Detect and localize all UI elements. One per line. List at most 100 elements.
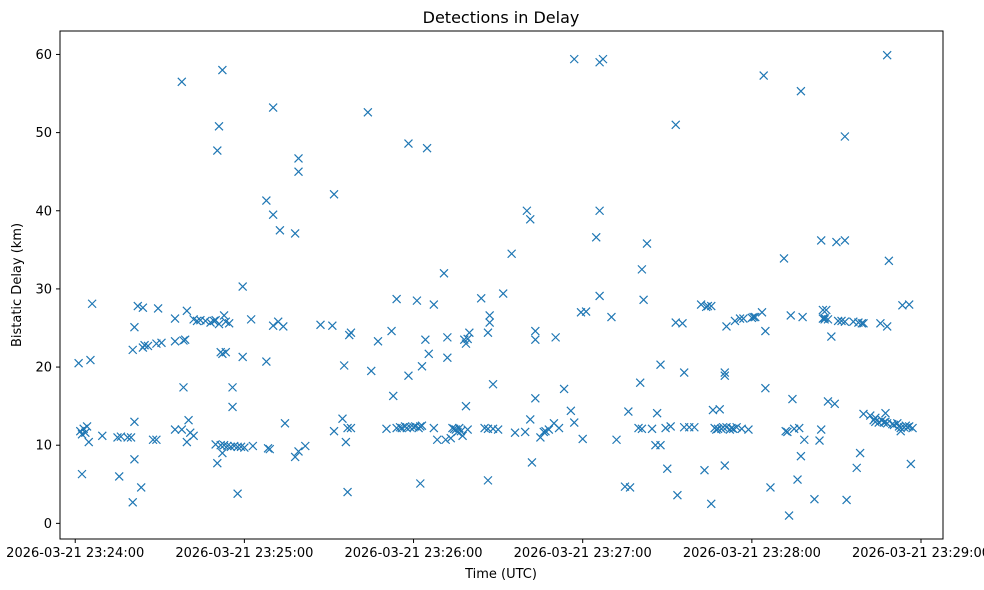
x-tick-label: 2026-03-21 23:26:00 [344, 546, 482, 561]
data-point [635, 378, 645, 388]
data-point [784, 511, 794, 520]
data-point [718, 422, 728, 432]
data-point [689, 422, 699, 432]
data-point [184, 415, 193, 425]
data-point [179, 336, 188, 345]
data-point [530, 335, 540, 345]
data-point [781, 426, 791, 436]
data-point [217, 448, 227, 458]
data-point [341, 437, 351, 447]
data-point [177, 77, 187, 87]
data-point [522, 206, 532, 216]
data-point [530, 326, 540, 336]
data-point [412, 296, 422, 306]
data-point [133, 301, 143, 311]
data-point [671, 120, 681, 130]
data-point [747, 313, 757, 323]
data-point [591, 232, 601, 242]
data-point [554, 423, 564, 433]
data-point [815, 436, 824, 445]
data-point [424, 349, 434, 359]
plot-frame [59, 30, 944, 540]
data-point [678, 318, 687, 328]
data-point [535, 432, 545, 442]
data-point [485, 318, 495, 327]
data-point [527, 457, 537, 467]
data-point [679, 368, 689, 377]
data-point [214, 319, 224, 329]
data-point [656, 360, 665, 370]
data-point [485, 311, 495, 320]
data-point [700, 465, 709, 475]
data-point [647, 424, 657, 434]
data-point [870, 413, 880, 423]
data-point [823, 397, 833, 406]
data-point [816, 236, 826, 245]
data-point [189, 431, 199, 441]
data-point [559, 384, 569, 394]
data-point [261, 196, 271, 206]
data-point [595, 206, 605, 216]
data-point [261, 357, 271, 367]
data-point [461, 339, 471, 349]
data-point [793, 475, 802, 485]
data-point [432, 435, 442, 445]
data-point [842, 495, 852, 505]
data-point [366, 366, 376, 376]
data-point [151, 435, 161, 445]
data-point [458, 431, 468, 441]
data-point [840, 317, 850, 327]
data-point [840, 132, 850, 141]
data-point [757, 307, 767, 317]
data-point [82, 422, 92, 431]
data-point [881, 408, 890, 418]
data-point [870, 417, 880, 427]
data-point [113, 432, 122, 442]
y-tick-label: 0 [44, 517, 52, 532]
data-point [136, 482, 146, 492]
data-point [581, 307, 591, 316]
y-tick-label: 40 [35, 204, 52, 219]
data-point [429, 300, 439, 309]
data-point [799, 435, 809, 445]
data-point [179, 382, 188, 392]
data-point [830, 399, 840, 409]
data-point [265, 444, 275, 454]
data-point [346, 423, 356, 433]
data-point [904, 300, 914, 309]
data-point [329, 426, 339, 436]
data-point [796, 451, 806, 461]
data-point [510, 428, 520, 438]
data-point [666, 422, 676, 431]
data-point [720, 461, 730, 470]
data-point [859, 318, 868, 328]
data-point [637, 264, 647, 274]
data-point [498, 289, 508, 299]
data-point [598, 54, 608, 64]
data-point [404, 139, 413, 148]
data-point [816, 425, 826, 435]
data-point [74, 358, 84, 368]
data-point [875, 318, 885, 328]
data-point [578, 434, 588, 444]
data-point [130, 417, 139, 427]
data-point [290, 452, 300, 462]
data-point [126, 432, 136, 442]
data-point [387, 326, 396, 336]
data-point [662, 464, 672, 474]
data-point [720, 371, 730, 381]
data-point [138, 303, 148, 313]
data-point [623, 407, 633, 417]
data-point [248, 441, 258, 451]
data-point [525, 214, 535, 224]
data-point [672, 490, 682, 500]
data-point [566, 406, 576, 416]
data-point [97, 431, 107, 441]
data-point [84, 437, 94, 447]
data-point [275, 225, 285, 235]
data-point [750, 312, 760, 322]
data-point [294, 153, 303, 163]
data-point [339, 361, 349, 370]
